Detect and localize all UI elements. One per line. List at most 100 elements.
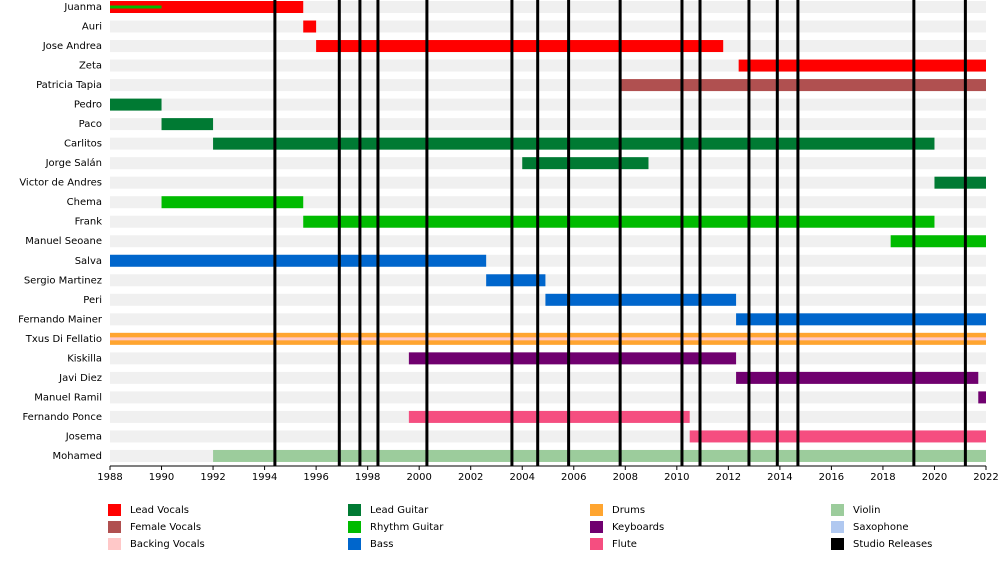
legend-swatch xyxy=(108,521,121,533)
y-tick-label: Paco xyxy=(79,119,102,130)
bar xyxy=(408,410,690,423)
legend-swatch xyxy=(831,521,844,533)
row-stripe xyxy=(110,1,986,13)
row-stripe xyxy=(110,59,986,72)
legend-swatch xyxy=(831,504,844,516)
bar xyxy=(213,449,986,462)
row-stripe xyxy=(110,196,986,209)
bar xyxy=(736,313,986,326)
x-tick-label: 2002 xyxy=(458,472,483,483)
y-tick-label: Mohamed xyxy=(53,451,102,462)
legend-swatch xyxy=(590,521,603,533)
bar xyxy=(110,98,162,111)
x-tick-label: 2006 xyxy=(561,472,586,483)
y-tick-label: Patricia Tapia xyxy=(36,80,102,91)
x-tick-label: 2010 xyxy=(664,472,689,483)
x-tick-label: 1990 xyxy=(149,472,174,483)
legend-swatch xyxy=(831,538,844,550)
legend-swatch xyxy=(108,504,121,516)
bar xyxy=(890,235,986,248)
bar xyxy=(522,157,649,170)
legend-label: Female Vocals xyxy=(130,522,201,533)
bar xyxy=(110,1,304,13)
legend-label: Flute xyxy=(612,539,637,550)
y-tick-label: Jose Andrea xyxy=(42,41,102,52)
bar xyxy=(161,196,304,209)
y-tick-label: Txus Di Fellatio xyxy=(25,334,102,345)
bar xyxy=(303,20,317,33)
y-tick-label: Fernando Mainer xyxy=(18,314,103,325)
bar xyxy=(689,430,986,443)
legend-swatch xyxy=(108,538,121,550)
legend-swatch xyxy=(348,538,361,550)
bar xyxy=(161,118,214,131)
legend-label: Keyboards xyxy=(612,522,664,533)
y-tick-label: Pedro xyxy=(74,100,102,111)
row-stripe xyxy=(110,274,986,287)
legend-label: Drums xyxy=(612,505,645,516)
legend-label: Lead Vocals xyxy=(130,505,189,516)
y-tick-label: Zeta xyxy=(79,61,102,72)
bar xyxy=(110,5,162,9)
row-stripe xyxy=(110,20,986,33)
y-tick-label: Carlitos xyxy=(64,139,102,150)
x-tick-label: 1998 xyxy=(355,472,380,483)
x-tick-label: 1996 xyxy=(303,472,328,483)
bar xyxy=(110,337,986,341)
bar xyxy=(545,293,737,306)
legend-label: Bass xyxy=(370,539,393,550)
legend-label: Backing Vocals xyxy=(130,539,205,550)
y-tick-label: Kiskilla xyxy=(67,353,102,364)
y-tick-label: Jorge Salán xyxy=(45,157,102,169)
row-stripe xyxy=(110,118,986,131)
bar xyxy=(486,274,546,287)
x-tick-label: 1988 xyxy=(97,472,122,483)
y-tick-label: Auri xyxy=(82,22,102,33)
x-tick-label: 1994 xyxy=(252,472,277,483)
row-stripe xyxy=(110,235,986,248)
x-tick-label: 2020 xyxy=(922,472,947,483)
y-tick-label: Manuel Seoane xyxy=(25,236,102,247)
legend-label: Saxophone xyxy=(853,522,909,533)
legend-swatch xyxy=(348,504,361,516)
y-tick-label: Victor de Andres xyxy=(19,178,102,189)
bar xyxy=(978,391,986,404)
x-tick-label: 2014 xyxy=(767,472,792,483)
x-tick-label: 1992 xyxy=(200,472,225,483)
x-tick-label: 2012 xyxy=(716,472,741,483)
legend-swatch xyxy=(348,521,361,533)
y-tick-label: Javi Diez xyxy=(58,373,102,384)
y-tick-label: Peri xyxy=(83,295,102,306)
row-stripe xyxy=(110,98,986,111)
legend-label: Lead Guitar xyxy=(370,505,429,516)
row-stripe xyxy=(110,176,986,189)
bar xyxy=(110,254,487,267)
bar xyxy=(738,59,986,72)
x-tick-label: 2004 xyxy=(510,472,535,483)
x-tick-label: 2022 xyxy=(973,472,998,483)
y-tick-label: Juanma xyxy=(63,2,102,13)
legend-swatch xyxy=(590,538,603,550)
y-tick-label: Chema xyxy=(67,197,102,208)
x-tick-label: 2018 xyxy=(870,472,895,483)
bar xyxy=(934,176,986,189)
legend-label: Studio Releases xyxy=(853,539,932,550)
row-stripe xyxy=(110,391,986,404)
x-tick-label: 2016 xyxy=(819,472,844,483)
y-tick-label: Salva xyxy=(75,256,102,267)
bar xyxy=(408,352,737,365)
bar xyxy=(736,371,979,384)
x-tick-label: 2008 xyxy=(613,472,638,483)
x-tick-label: 2000 xyxy=(406,472,431,483)
y-tick-label: Manuel Ramil xyxy=(34,392,102,403)
y-tick-label: Josema xyxy=(65,431,102,442)
legend-swatch xyxy=(590,504,603,516)
legend-label: Rhythm Guitar xyxy=(370,522,444,533)
legend-label: Violin xyxy=(853,505,880,516)
bar xyxy=(620,79,986,92)
y-tick-label: Fernando Ponce xyxy=(22,412,102,423)
y-tick-label: Sergio Martinez xyxy=(24,275,102,286)
y-tick-label: Frank xyxy=(75,217,103,228)
bar xyxy=(213,137,935,150)
